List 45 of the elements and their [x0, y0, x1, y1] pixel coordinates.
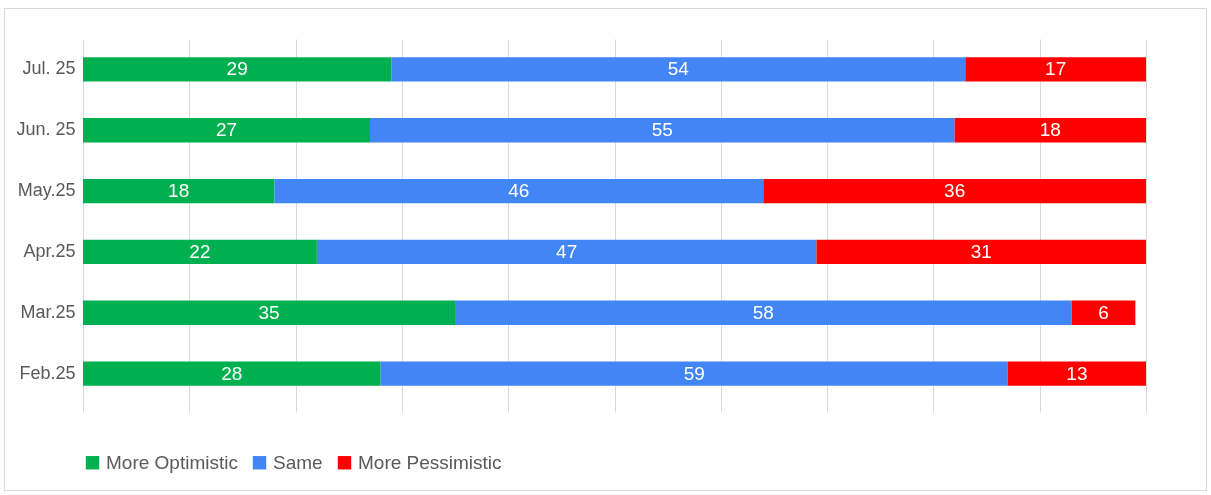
- data-label: 31: [970, 240, 992, 262]
- bar: [83, 361, 381, 386]
- bar: [954, 118, 1146, 143]
- y-tick-label: Feb.25: [19, 362, 76, 383]
- legend-label: More Pessimistic: [358, 451, 502, 473]
- data-label: 18: [168, 180, 190, 202]
- data-label: 59: [683, 362, 705, 384]
- bar: [83, 57, 392, 82]
- bar: [83, 300, 456, 325]
- data-label: 22: [189, 240, 211, 262]
- data-label: 13: [1066, 362, 1088, 384]
- y-tick-label: Mar.25: [20, 301, 76, 322]
- y-tick-label: Jun. 25: [16, 119, 76, 140]
- data-label: 46: [508, 180, 530, 202]
- y-tick-label: Jul. 25: [22, 58, 76, 79]
- bar: [83, 118, 371, 143]
- bar: [965, 57, 1146, 82]
- bar: [455, 300, 1072, 325]
- data-label: 27: [215, 119, 238, 141]
- y-tick-label: May.25: [17, 180, 76, 201]
- data-label: 28: [221, 362, 243, 384]
- bar: [1007, 361, 1146, 386]
- bar: [1071, 300, 1136, 325]
- bar: [816, 239, 1146, 265]
- legend-label: More Optimistic: [106, 451, 238, 473]
- bar: [380, 361, 1008, 386]
- data-label: 54: [667, 58, 690, 80]
- bar: [83, 239, 317, 265]
- data-label: 29: [226, 58, 248, 80]
- legend-label: Same: [273, 451, 323, 473]
- bar: [391, 57, 966, 82]
- y-tick-label: Apr.25: [23, 240, 76, 261]
- data-label: 47: [556, 240, 578, 262]
- data-label: 58: [752, 301, 774, 323]
- data-label: 36: [944, 180, 966, 202]
- data-label: 6: [1098, 301, 1109, 323]
- bar: [370, 118, 955, 143]
- data-label: 35: [258, 301, 280, 323]
- data-label: 18: [1039, 119, 1061, 141]
- bar: [83, 178, 275, 204]
- data-label: 17: [1045, 58, 1067, 80]
- bar: [763, 178, 1146, 204]
- data-label: 55: [651, 119, 673, 141]
- bar: [274, 178, 764, 204]
- bar: [316, 239, 817, 265]
